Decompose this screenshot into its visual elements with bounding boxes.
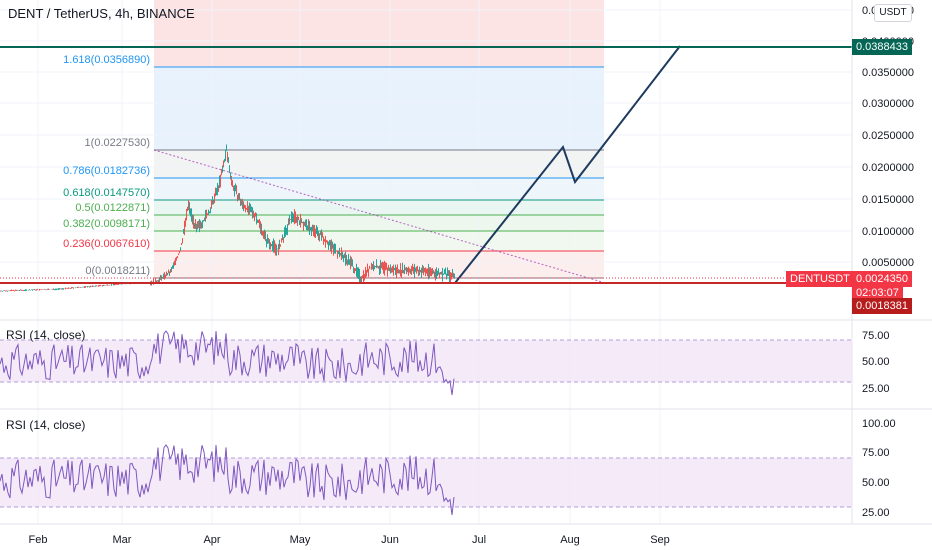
fib-level-label: 1.618(0.0356890) (63, 54, 150, 66)
current-price-label: 0.0024350 (852, 271, 912, 287)
fib-level-label: 1(0.0227530) (85, 137, 150, 149)
time-tick-label: Sep (650, 534, 670, 546)
trend-line (153, 149, 603, 283)
rsi-tick-label: 25.00 (862, 507, 890, 519)
rsi-panel-1[interactable] (0, 330, 852, 396)
price-tick-label: 0.0300000 (862, 98, 914, 110)
rsi-line (0, 444, 455, 516)
rsi1-axis: 75.00 50.00 25.00 (862, 330, 890, 395)
price-tick-label: 0.0250000 (862, 130, 914, 142)
time-tick-label: Jul (472, 534, 486, 546)
projection-path (454, 45, 681, 284)
rsi-tick-label: 75.00 (862, 447, 890, 459)
time-tick-label: Apr (203, 534, 220, 546)
fib-retracement-zones (154, 0, 604, 278)
time-axis[interactable]: Feb Mar Apr May Jun Jul Aug Sep (29, 534, 670, 546)
currency-button[interactable]: USDT (874, 4, 912, 22)
fib-level-label: 0.786(0.0182736) (63, 165, 150, 177)
price-tick-label: 0.0150000 (862, 194, 914, 206)
fib-zone-grey (154, 150, 604, 178)
fib-zone-green (154, 215, 604, 231)
rsi-tick-label: 100.00 (862, 418, 896, 430)
candles (0, 144, 455, 292)
fib-level-lines: 1.618(0.0356890) 1(0.0227530) 0.786(0.0182… (63, 54, 604, 279)
target-price-label: 0.0388433 (852, 39, 912, 55)
rsi2-axis: 100.00 75.00 50.00 25.00 (862, 418, 896, 519)
fib-level-label: 0.236(0.0067610) (63, 238, 150, 250)
rsi-band (0, 340, 852, 382)
time-tick-label: May (290, 534, 311, 546)
time-tick-label: Mar (113, 534, 132, 546)
low-price-label: 0.0018381 (852, 298, 912, 314)
symbol-price-tag: DENTUSDT (786, 271, 854, 287)
fib-zone-top (154, 0, 604, 67)
fib-level-label: 0.618(0.0147570) (63, 187, 150, 199)
rsi-panel-2[interactable] (0, 444, 852, 516)
price-tick-label: 0.0050000 (862, 257, 914, 269)
rsi-panel-2-title[interactable]: RSI (14, close) (6, 418, 86, 432)
fib-level-label: 0.382(0.0098171) (63, 218, 150, 230)
fib-zone-green2 (154, 231, 604, 251)
time-tick-label: Feb (29, 534, 48, 546)
fib-level-label: 0.5(0.0122871) (75, 202, 150, 214)
rsi-line (0, 330, 455, 396)
price-tick-label: 0.0200000 (862, 162, 914, 174)
rsi-band (0, 458, 852, 507)
symbol-title[interactable]: DENT / TetherUS, 4h, BINANCE (8, 6, 195, 21)
fib-zone-teal (154, 200, 604, 215)
rsi-tick-label: 75.00 (862, 330, 890, 342)
rsi-panel-1-title[interactable]: RSI (14, close) (6, 328, 86, 342)
countdown-label: 02:03:07 (852, 285, 903, 301)
price-tick-label: 0.0100000 (862, 226, 914, 238)
rsi-tick-label: 25.00 (862, 383, 890, 395)
fib-level-label: 0(0.0018211) (85, 265, 150, 277)
time-tick-label: Jun (381, 534, 399, 546)
time-tick-label: Aug (560, 534, 580, 546)
rsi-tick-label: 50.00 (862, 477, 890, 489)
price-tick-label: 0.0350000 (862, 67, 914, 79)
price-series (0, 144, 455, 292)
fib-zone-blue (154, 67, 604, 150)
rsi-tick-label: 50.00 (862, 356, 890, 368)
